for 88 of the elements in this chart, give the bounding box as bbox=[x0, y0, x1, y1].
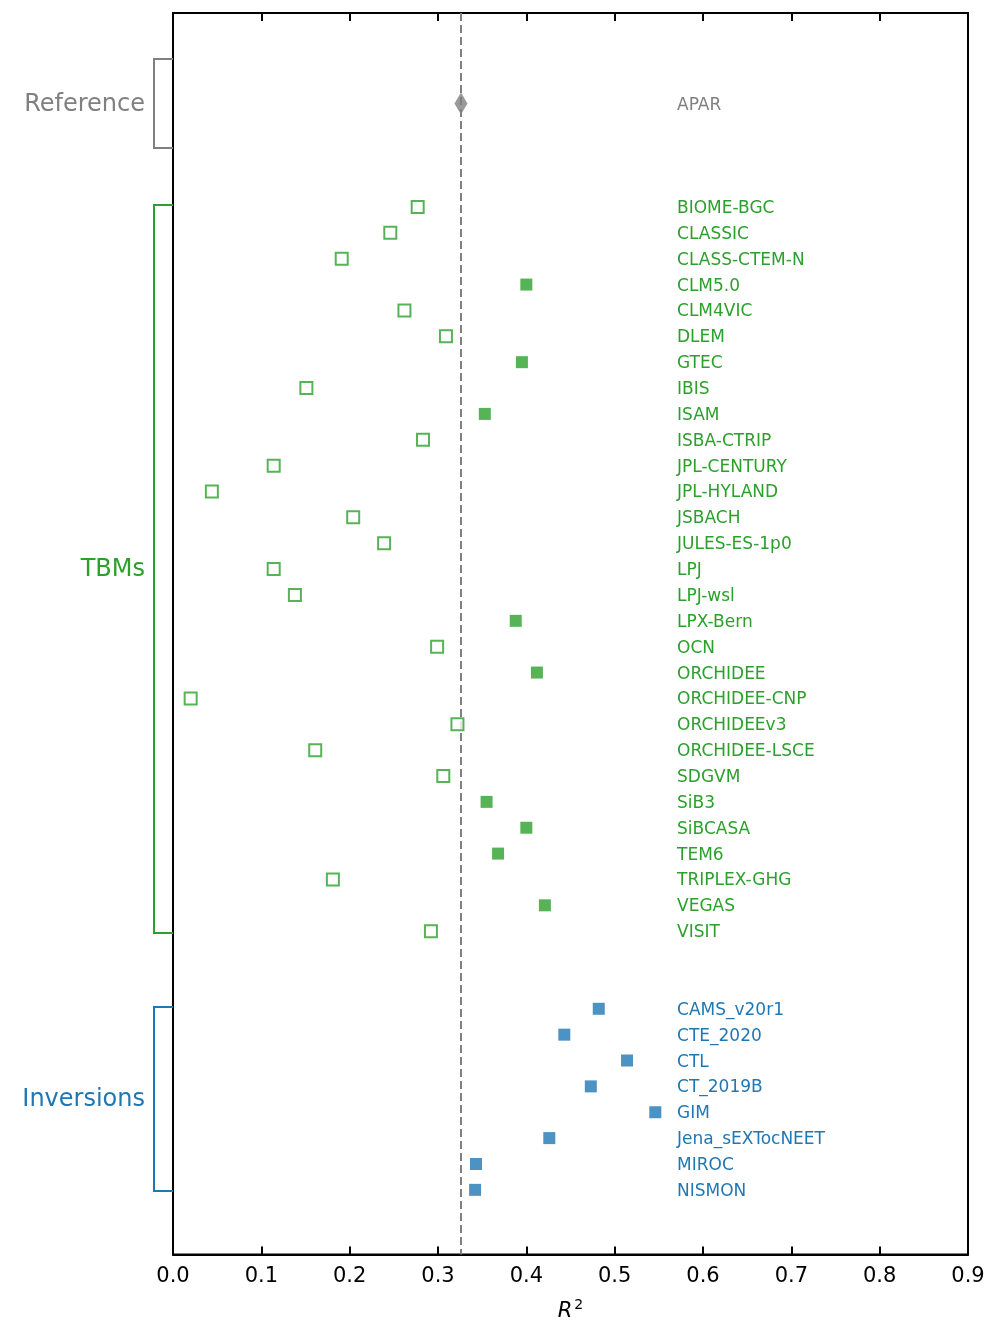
point bbox=[397, 303, 412, 318]
y-tick-label: CTL bbox=[677, 1050, 710, 1071]
point bbox=[492, 847, 505, 860]
y-tick-label: ISAM bbox=[677, 403, 720, 424]
y-tick-label: MIROC bbox=[677, 1153, 734, 1174]
y-tick-label: DLEM bbox=[677, 326, 726, 347]
point bbox=[438, 329, 453, 344]
point bbox=[509, 614, 522, 627]
point bbox=[204, 484, 219, 499]
point bbox=[299, 381, 314, 396]
point bbox=[480, 795, 493, 808]
point bbox=[287, 587, 302, 602]
y-tick-label: ORCHIDEEv3 bbox=[677, 714, 787, 735]
point bbox=[592, 1002, 605, 1015]
y-tick-label: GIM bbox=[677, 1102, 710, 1123]
y-tick-label: SiBCASA bbox=[677, 817, 751, 838]
point bbox=[543, 1132, 556, 1145]
y-tick-label: TEM6 bbox=[676, 843, 724, 864]
point bbox=[621, 1054, 634, 1067]
point bbox=[410, 199, 425, 214]
point bbox=[469, 1157, 482, 1170]
x-tick-label: 0.7 bbox=[774, 1263, 809, 1287]
text: Inversions bbox=[22, 1084, 146, 1113]
y-tick-label: VEGAS bbox=[677, 895, 735, 916]
y-tick-label: LPX-Bern bbox=[677, 610, 753, 631]
point bbox=[538, 899, 551, 912]
x-tick-label: 0.1 bbox=[244, 1263, 279, 1287]
y-tick-label: LPJ-wsl bbox=[677, 584, 735, 605]
point bbox=[266, 458, 281, 473]
point bbox=[584, 1080, 597, 1093]
y-tick-label: CAMS_v20r1 bbox=[677, 998, 784, 1020]
point bbox=[377, 536, 392, 551]
text: TBMs bbox=[79, 554, 146, 583]
y-tick-label: NISMON bbox=[677, 1179, 747, 1200]
point bbox=[530, 666, 543, 679]
y-tick-label: BIOME-BGC bbox=[677, 196, 775, 217]
y-tick-label: JULES-ES-1p0 bbox=[676, 533, 792, 554]
y-tick-label: TRIPLEX-GHG bbox=[676, 869, 792, 890]
point bbox=[183, 691, 198, 706]
point bbox=[430, 639, 445, 654]
y-tick-label: LPJ bbox=[677, 559, 702, 580]
y-tick-label: ORCHIDEE-LSCE bbox=[677, 740, 815, 761]
point bbox=[415, 432, 430, 447]
x-tick-label: 0.3 bbox=[421, 1263, 455, 1287]
y-tick-label: ORCHIDEE-CNP bbox=[677, 688, 807, 709]
point bbox=[383, 225, 398, 240]
y-tick-label: SiB3 bbox=[677, 791, 716, 812]
y-tick-label: APAR bbox=[677, 93, 722, 114]
y-tick-label: CLM5.0 bbox=[677, 274, 741, 295]
point bbox=[308, 743, 323, 758]
y-tick-label: CLASS-CTEM-N bbox=[677, 248, 805, 269]
y-tick-label: JPL-HYLAND bbox=[676, 481, 779, 502]
x-tick-label: 0.8 bbox=[862, 1263, 897, 1287]
x-tick-label: 0.4 bbox=[509, 1263, 544, 1287]
x-tick-label: 0.2 bbox=[332, 1263, 367, 1287]
point bbox=[478, 407, 491, 420]
y-tick-label: CT_2019B bbox=[677, 1076, 763, 1098]
point bbox=[520, 278, 533, 291]
point bbox=[325, 872, 340, 887]
y-tick-label: GTEC bbox=[677, 352, 723, 373]
y-tick-label: ORCHIDEE bbox=[677, 662, 766, 683]
y-tick-label: JSBACH bbox=[676, 507, 741, 528]
x-tick-label: 0.0 bbox=[156, 1263, 190, 1287]
y-tick-label: VISIT bbox=[677, 921, 721, 942]
y-tick-label: CLASSIC bbox=[677, 222, 749, 243]
y-tick-label: CLM4VIC bbox=[677, 300, 753, 321]
point bbox=[558, 1028, 571, 1041]
y-tick-label: IBIS bbox=[677, 378, 710, 399]
point bbox=[436, 769, 451, 784]
x-tick-label: 0.6 bbox=[686, 1263, 720, 1287]
point bbox=[649, 1106, 662, 1119]
point bbox=[450, 717, 465, 732]
y-tick-label: Jena_sEXTocNEET bbox=[676, 1128, 826, 1150]
x-tick-label: 0.9 bbox=[951, 1263, 985, 1287]
y-tick-label: SDGVM bbox=[677, 766, 741, 787]
point bbox=[515, 356, 528, 369]
x-tick-label: 0.5 bbox=[597, 1263, 632, 1287]
text: Reference bbox=[24, 88, 145, 117]
y-tick-label: JPL-CENTURY bbox=[676, 455, 788, 476]
point bbox=[346, 510, 361, 525]
point bbox=[520, 821, 533, 834]
point bbox=[423, 924, 438, 939]
y-tick-label: ISBA-CTRIP bbox=[677, 429, 772, 450]
y-tick-label: OCN bbox=[677, 636, 715, 657]
point bbox=[469, 1183, 482, 1196]
point bbox=[334, 251, 349, 266]
y-tick-label: CTE_2020 bbox=[677, 1024, 762, 1046]
point bbox=[266, 562, 281, 577]
